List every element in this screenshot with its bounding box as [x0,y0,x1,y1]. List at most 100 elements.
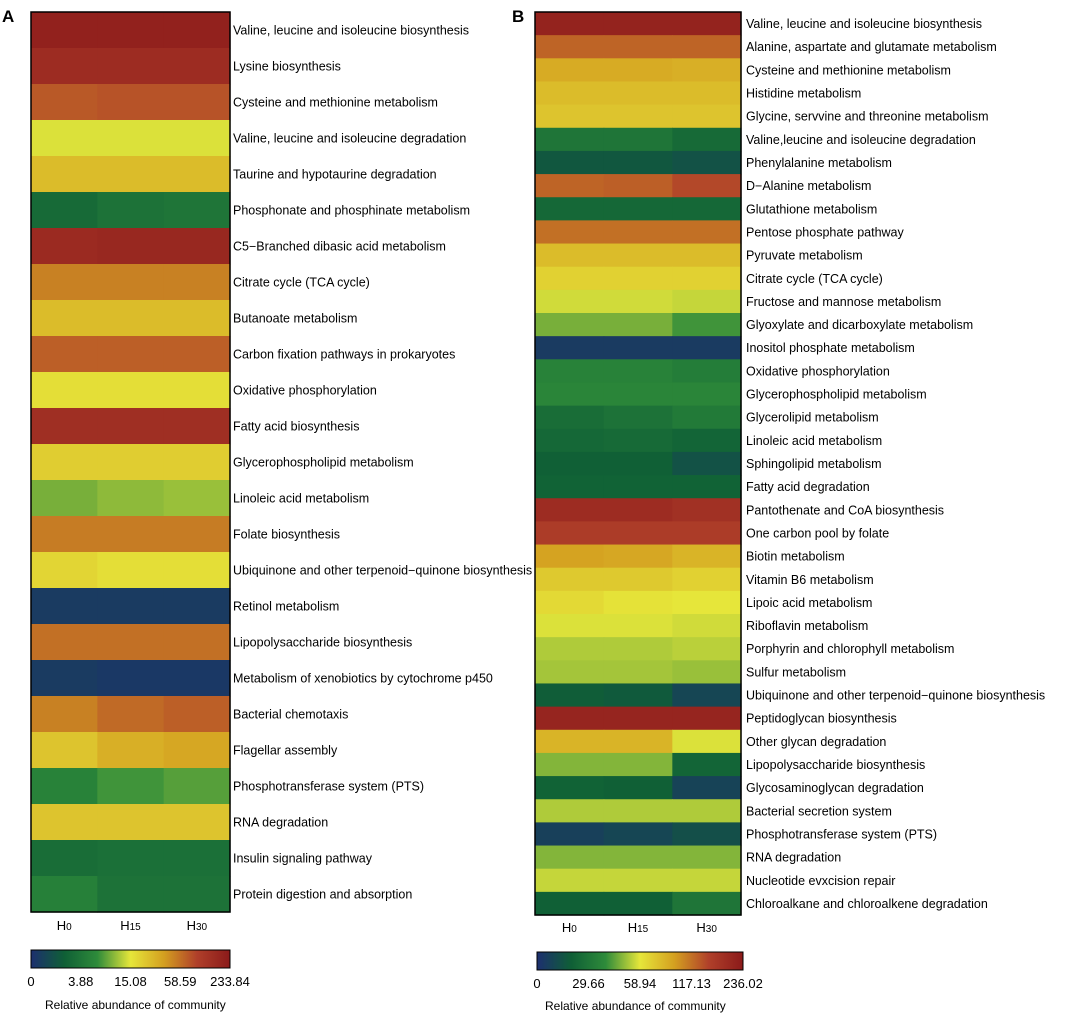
heatmap-cell-b-r36-c2 [672,845,742,870]
heatmap-cell-a-r20-c2 [163,732,231,769]
row-label-b-2: Cysteine and methionine metabolism [746,63,951,77]
colorbar-tick-a-3: 58.59 [164,974,197,989]
row-label-a-22: RNA degradation [233,816,328,830]
column-label-b-1: H15 [628,920,649,935]
heatmap-cell-b-r21-c0 [535,498,605,522]
heatmap-cell-b-r31-c1 [603,729,673,754]
heatmap-cell-a-r3-c1 [97,120,165,157]
heatmap-cell-a-r14-c0 [31,516,98,553]
heatmap-cell-a-r6-c1 [97,228,165,265]
column-label-base-b-0: H [562,920,571,935]
row-label-b-11: Citrate cycle (TCA cycle) [746,272,883,286]
row-labels-a: Valine, leucine and isoleucine biosynthe… [233,24,532,902]
heatmap-cell-b-r7-c0 [535,174,605,198]
heatmap-cell-b-r5-c1 [603,127,673,152]
heatmap-cell-a-r13-c2 [163,480,231,517]
heatmap-cells-b [535,12,742,916]
heatmap-cell-a-r9-c2 [163,336,231,373]
heatmap-cell-b-r22-c0 [535,521,605,546]
column-label-base-a-2: H [187,918,196,933]
heatmap-cell-a-r11-c2 [163,408,231,445]
heatmap-cell-b-r33-c1 [603,776,673,800]
column-label-base-b-1: H [628,920,637,935]
heatmap-cell-a-r12-c1 [97,444,165,481]
heatmap-cell-b-r17-c0 [535,405,605,430]
heatmap-cell-a-r12-c2 [163,444,231,481]
panel-label-b: B [512,7,524,26]
heatmap-cell-b-r13-c2 [672,313,742,337]
row-label-b-9: Pentose phosphate pathway [746,225,905,239]
row-label-b-20: Fatty acid degradation [746,480,870,494]
heatmap-cell-a-r7-c0 [31,264,98,301]
row-label-b-32: Lipopolysaccharide biosynthesis [746,758,925,772]
heatmap-cell-a-r21-c1 [97,768,165,805]
heatmap-cell-b-r18-c1 [603,428,673,453]
heatmap-cell-a-r17-c0 [31,624,98,661]
row-label-a-4: Taurine and hypotaurine degradation [233,168,437,182]
row-label-a-0: Valine, leucine and isoleucine biosynthe… [233,24,469,38]
heatmap-cell-a-r1-c0 [31,48,98,85]
row-label-a-17: Lipopolysaccharide biosynthesis [233,636,412,650]
colorbar-tick-b-2: 58.94 [624,976,657,991]
row-label-a-15: Ubiquinone and other terpenoid−quinone b… [233,564,532,578]
row-label-b-28: Sulfur metabolism [746,665,846,679]
heatmap-cell-a-r14-c2 [163,516,231,553]
heatmap-cell-b-r25-c2 [672,590,742,615]
column-label-base-a-1: H [120,918,129,933]
heatmap-cell-a-r6-c2 [163,228,231,265]
column-label-sub-a-1: 15 [130,922,142,933]
heatmap-cell-b-r7-c1 [603,174,673,198]
colorbar-label-a: Relative abundance of community [45,998,226,1012]
heatmap-cell-b-r22-c2 [672,521,742,546]
heatmap-cell-b-r18-c0 [535,428,605,453]
heatmap-cell-b-r11-c1 [603,266,673,291]
heatmap-cell-a-r23-c2 [163,840,231,877]
column-label-sub-a-0: 0 [66,922,72,933]
heatmap-cell-a-r0-c0 [31,12,98,49]
column-labels-b: H0 H15 H30 [562,920,718,935]
row-label-a-12: Glycerophospholipid metabolism [233,456,414,470]
heatmap-cell-b-r23-c1 [603,544,673,569]
heatmap-cell-b-r28-c2 [672,660,742,685]
heatmap-cell-b-r33-c0 [535,776,605,800]
heatmap-cell-a-r21-c0 [31,768,98,805]
heatmap-cell-a-r19-c0 [31,696,98,733]
heatmap-cell-b-r27-c2 [672,637,742,661]
heatmap-cell-b-r36-c0 [535,845,605,870]
row-label-a-21: Phosphotransferase system (PTS) [233,780,424,794]
heatmap-cell-b-r23-c2 [672,544,742,569]
heatmap-cell-b-r8-c0 [535,197,605,221]
heatmap-cell-a-r14-c1 [97,516,165,553]
row-label-b-31: Other glycan degradation [746,735,886,749]
heatmap-cell-b-r37-c2 [672,868,742,893]
heatmap-cell-a-r9-c0 [31,336,98,373]
colorbar-label-b: Relative abundance of community [545,999,726,1013]
heatmap-cell-b-r20-c1 [603,475,673,499]
heatmap-cell-b-r1-c2 [672,35,742,59]
heatmap-cell-a-r1-c1 [97,48,165,85]
heatmap-cell-b-r4-c2 [672,104,742,129]
heatmap-cell-a-r15-c1 [97,552,165,589]
heatmap-panel-a: A Valine, leucine and isoleucine biosynt… [2,7,532,1012]
heatmap-cell-b-r23-c0 [535,544,605,569]
column-label-sub-b-0: 0 [571,924,577,935]
heatmap-cell-a-r13-c0 [31,480,98,517]
heatmap-cell-b-r13-c1 [603,313,673,337]
heatmap-cell-a-r5-c2 [163,192,231,229]
heatmap-cell-b-r6-c0 [535,150,605,175]
heatmap-cell-a-r10-c1 [97,372,165,409]
heatmap-cell-a-r9-c1 [97,336,165,373]
row-label-b-36: RNA degradation [746,851,841,865]
heatmap-cell-a-r22-c2 [163,804,231,841]
column-labels-a: H0 H15 H30 [57,918,208,933]
row-label-b-19: Sphingolipid metabolism [746,457,882,471]
row-labels-b: Valine, leucine and isoleucine biosynthe… [746,17,1045,911]
heatmap-cell-b-r38-c1 [603,891,673,916]
heatmap-cell-a-r2-c2 [163,84,231,121]
heatmap-cell-b-r36-c1 [603,845,673,870]
colorbar-tick-b-1: 29.66 [572,976,605,991]
heatmap-cell-b-r17-c2 [672,405,742,430]
heatmap-cell-b-r30-c1 [603,706,673,731]
heatmap-cell-a-r0-c1 [97,12,165,49]
heatmap-cell-b-r25-c0 [535,590,605,615]
